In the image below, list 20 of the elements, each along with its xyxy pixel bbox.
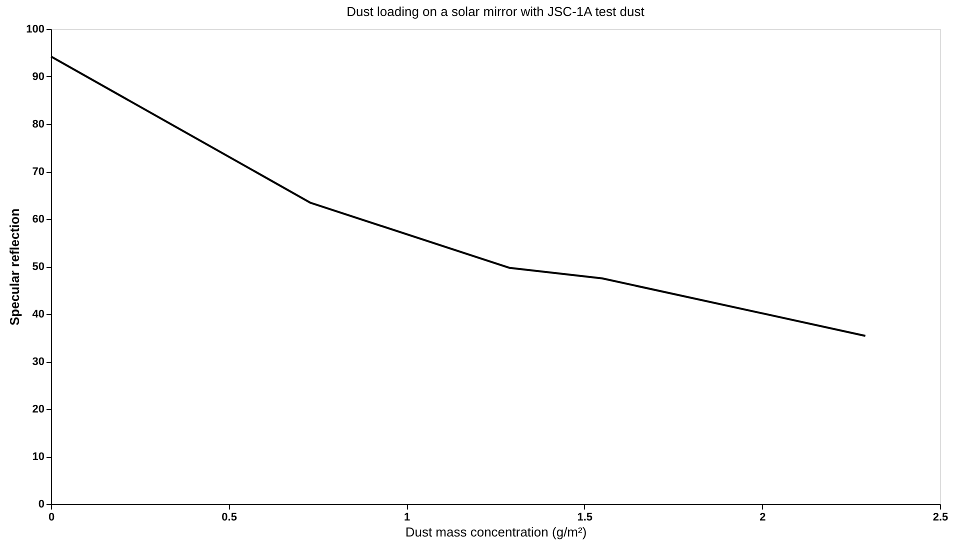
x-tick-label: 1.5 <box>577 512 593 524</box>
x-tick-label: 1 <box>404 512 410 524</box>
y-tick-label: 60 <box>32 214 44 226</box>
x-tick-label: 2.5 <box>932 512 948 524</box>
y-tick-label: 20 <box>32 404 44 416</box>
y-tick-label: 30 <box>32 356 44 368</box>
y-axis-title: Specular reflection <box>7 208 22 326</box>
y-tick-label: 10 <box>32 451 44 463</box>
y-tick-label: 40 <box>32 308 44 320</box>
chart-title: Dust loading on a solar mirror with JSC-1A test dust <box>346 4 645 19</box>
x-tick-label: 0.5 <box>222 512 237 524</box>
y-tick-label: 80 <box>32 118 44 130</box>
x-axis-title: Dust mass concentration (g/m²) <box>405 524 587 540</box>
y-tick-label: 70 <box>32 166 44 178</box>
x-tick-label: 0 <box>48 512 55 524</box>
x-tick-label: 2 <box>760 512 766 524</box>
y-tick-label: 50 <box>32 261 44 273</box>
y-tick-label: 100 <box>26 24 44 36</box>
y-tick-label: 90 <box>32 71 44 83</box>
y-tick-label: 0 <box>38 498 44 510</box>
